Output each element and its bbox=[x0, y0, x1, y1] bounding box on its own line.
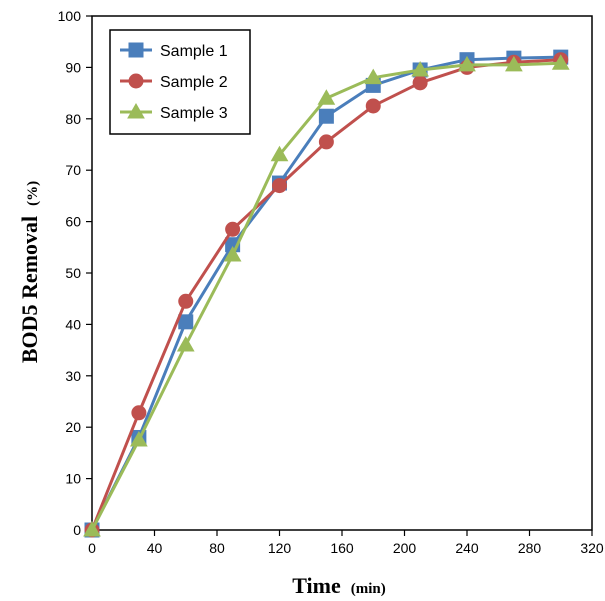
data-point bbox=[365, 98, 381, 114]
data-point bbox=[131, 405, 147, 421]
data-point bbox=[130, 431, 148, 447]
data-point bbox=[272, 178, 287, 194]
data-point bbox=[270, 145, 289, 162]
x-tick-label: 40 bbox=[147, 540, 163, 556]
y-axis: 0 10 20 30 40 50 60 70 80 90 100 bbox=[58, 8, 92, 538]
y-tick-label: 30 bbox=[65, 368, 81, 384]
legend-marker bbox=[127, 102, 145, 119]
data-point bbox=[178, 314, 194, 330]
data-point bbox=[458, 55, 476, 72]
y-tick-label: 80 bbox=[65, 111, 81, 127]
data-point bbox=[411, 60, 429, 77]
y-tick-label: 60 bbox=[65, 214, 81, 230]
x-axis-title: Time (min) bbox=[292, 573, 385, 598]
data-point bbox=[364, 68, 383, 85]
x-tick-label: 240 bbox=[455, 540, 479, 556]
x-tick-label: 120 bbox=[268, 540, 292, 556]
x-axis-title-main: Time bbox=[292, 573, 341, 598]
series-layer bbox=[83, 49, 570, 538]
y-axis-title: BOD5 Removal (%) bbox=[17, 181, 42, 363]
y-tick-label: 0 bbox=[73, 522, 81, 538]
x-tick-label: 320 bbox=[580, 540, 604, 556]
legend: Sample 1 Sample 2 Sample 3 bbox=[109, 29, 251, 135]
data-point bbox=[225, 221, 241, 237]
y-tick-label: 20 bbox=[65, 419, 81, 435]
data-point bbox=[317, 89, 336, 105]
legend-label: Sample 3 bbox=[160, 105, 228, 122]
data-point bbox=[178, 293, 194, 309]
x-tick-label: 280 bbox=[518, 540, 542, 556]
y-tick-label: 50 bbox=[65, 265, 81, 281]
x-tick-label: 0 bbox=[88, 540, 96, 556]
data-point bbox=[505, 55, 523, 72]
data-point bbox=[83, 520, 101, 537]
x-axis-title-unit: (min) bbox=[351, 581, 386, 597]
x-tick-label: 80 bbox=[209, 540, 225, 556]
y-tick-label: 10 bbox=[65, 471, 81, 487]
y-axis-title-unit: (%) bbox=[25, 181, 41, 206]
x-tick-label: 200 bbox=[393, 540, 417, 556]
series-3 bbox=[83, 54, 570, 537]
y-axis-title-main: BOD5 Removal bbox=[17, 216, 42, 363]
data-point bbox=[176, 335, 195, 352]
data-point bbox=[412, 75, 428, 91]
data-point bbox=[551, 54, 570, 70]
legend-label: Sample 2 bbox=[160, 74, 228, 91]
data-point bbox=[318, 134, 334, 150]
legend-label: Sample 1 bbox=[160, 43, 228, 60]
data-point bbox=[223, 246, 242, 262]
y-tick-label: 90 bbox=[65, 59, 81, 75]
x-tick-label: 160 bbox=[330, 540, 354, 556]
legend-marker bbox=[128, 42, 144, 58]
y-tick-label: 100 bbox=[58, 8, 82, 24]
x-axis: 0 40 80 120 160 200 240 280 320 bbox=[88, 530, 604, 556]
legend-marker bbox=[128, 73, 144, 89]
y-tick-label: 70 bbox=[65, 162, 81, 178]
y-tick-label: 40 bbox=[65, 316, 81, 332]
data-point bbox=[318, 108, 334, 124]
